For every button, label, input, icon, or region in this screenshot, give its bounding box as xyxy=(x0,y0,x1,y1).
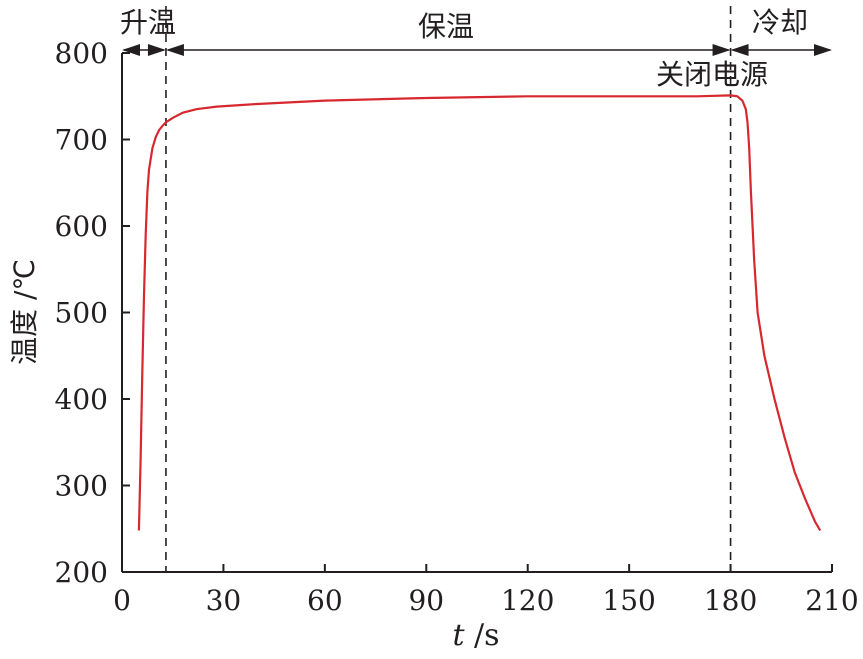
x-tick-label: 60 xyxy=(307,584,343,617)
x-tick-label: 180 xyxy=(704,584,757,617)
phase-arrow-head xyxy=(122,44,140,56)
x-axis-unit: /s xyxy=(474,618,500,653)
x-tick-label: 120 xyxy=(501,584,554,617)
axes xyxy=(121,53,832,573)
x-tick-label: 210 xyxy=(805,584,858,617)
x-tick-label: 30 xyxy=(206,584,242,617)
phase-arrow-head xyxy=(814,44,832,56)
y-tick-label: 800 xyxy=(55,37,108,70)
y-axis-title: 温度 /℃ xyxy=(8,259,41,365)
x-axis-title: t /s xyxy=(452,618,499,653)
y-tick-label: 300 xyxy=(55,470,108,503)
phase-label-cooling: 冷却 xyxy=(752,6,808,39)
y-ticks: 200 300 400 500 600 700 800 xyxy=(55,37,130,589)
phase-arrow-head xyxy=(165,44,184,56)
x-tick-label: 90 xyxy=(408,584,444,617)
temperature-curve xyxy=(137,94,822,532)
phase-boundary-lines xyxy=(165,6,732,572)
annotation-power-off: 关闭电源 xyxy=(656,58,768,91)
y-tick-label: 700 xyxy=(55,124,108,157)
phase-arrow-head xyxy=(730,44,749,56)
x-axis-var: t xyxy=(452,618,465,653)
phase-arrows xyxy=(122,44,832,56)
x-tick-label: 150 xyxy=(602,584,655,617)
y-tick-label: 500 xyxy=(55,297,108,330)
phase-label-holding: 保温 xyxy=(418,10,474,43)
y-tick-label: 200 xyxy=(55,556,108,589)
phase-arrow-head xyxy=(712,44,731,56)
phase-label-heating: 升温 xyxy=(120,6,176,39)
y-tick-label: 400 xyxy=(55,383,108,416)
x-tick-label: 0 xyxy=(113,584,131,617)
x-ticks: 0 30 60 90 120 150 180 210 xyxy=(113,564,859,617)
phase-arrow-head xyxy=(147,44,166,56)
y-tick-label: 600 xyxy=(55,210,108,243)
